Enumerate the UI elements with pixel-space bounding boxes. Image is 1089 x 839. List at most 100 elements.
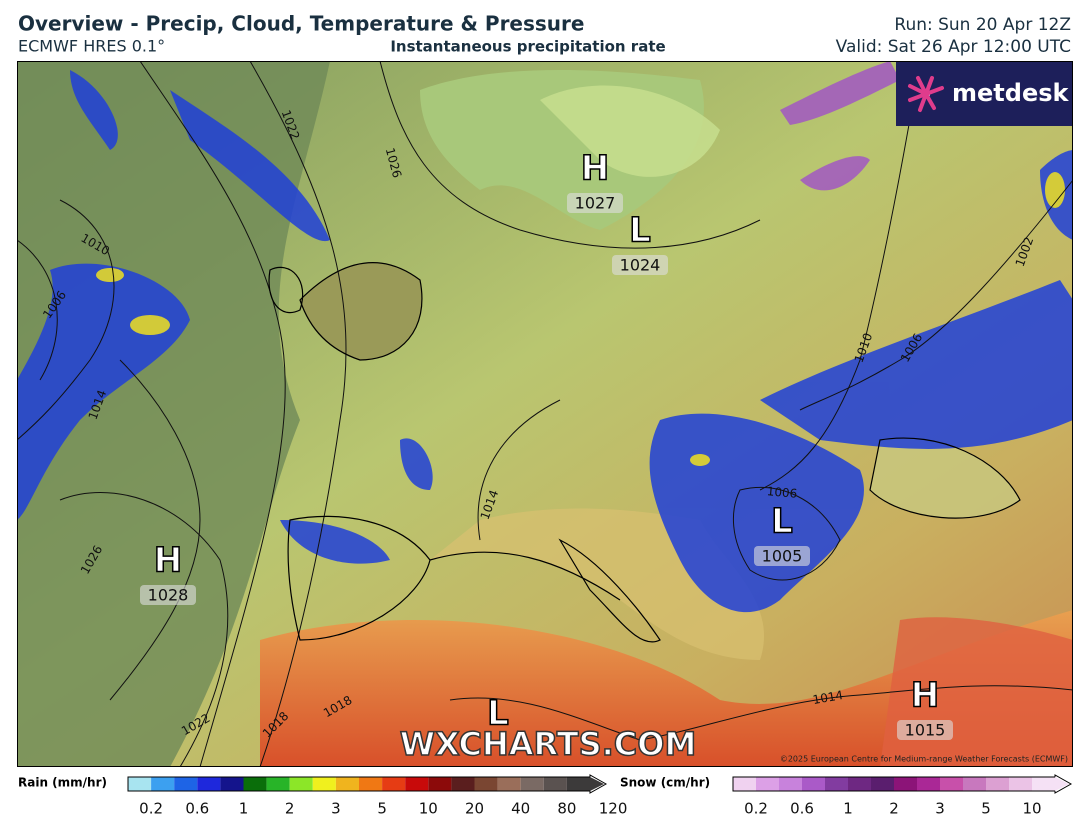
- rain-swatch: [128, 777, 152, 791]
- rain-tick-label: 0.2: [139, 800, 163, 818]
- rain-tick-label: 5: [377, 800, 387, 818]
- rain-swatch: [197, 777, 221, 791]
- snow-legend-label: Snow (cm/hr): [620, 776, 710, 790]
- rain-swatch: [151, 777, 175, 791]
- rain-swatch: [520, 777, 544, 791]
- rain-swatch: [497, 777, 521, 791]
- rain-swatch: [428, 777, 452, 791]
- africa: [260, 610, 1073, 767]
- centre-value-box: [754, 546, 810, 566]
- rain-swatch: [359, 777, 383, 791]
- snow-swatch: [986, 777, 1009, 791]
- snow-swatch: [733, 777, 756, 791]
- rain-swatch: [289, 777, 313, 791]
- snow-tick-label: 2: [889, 800, 899, 818]
- centre-value-box: [567, 193, 623, 213]
- subtitle: Instantaneous precipitation rate: [390, 38, 665, 56]
- title: Overview - Precip, Cloud, Temperature & …: [18, 12, 584, 36]
- black-sea: [870, 438, 1020, 519]
- snow-swatch: [963, 777, 986, 791]
- snow: [780, 61, 900, 191]
- snow-swatch: [871, 777, 894, 791]
- rain-swatch: [474, 777, 498, 791]
- valid-time: Valid: Sat 26 Apr 12:00 UTC: [836, 37, 1071, 57]
- model: ECMWF HRES 0.1°: [18, 37, 165, 56]
- rain-tick-label: 40: [511, 800, 530, 818]
- rain-swatch: [566, 777, 590, 791]
- copyright: ©2025 European Centre for Medium-range W…: [780, 755, 1068, 764]
- rain-tick-label: 1: [239, 800, 249, 818]
- rain-tick-label: 20: [465, 800, 484, 818]
- snow-swatch: [940, 777, 963, 791]
- centre-value-box: [897, 720, 953, 740]
- snow-tick-label: 1: [843, 800, 853, 818]
- rain-legend-label: Rain (mm/hr): [18, 776, 107, 790]
- rain-bar-outline: [127, 774, 608, 794]
- rain-tick-label: 80: [557, 800, 576, 818]
- snow-swatch: [779, 777, 802, 791]
- legends: 0.2 0.6 1 2 3 5 10 20 40 80 120 0.2 0.6 1 2 3 5 10: [127, 774, 1073, 818]
- rain-swatch: [312, 777, 336, 791]
- rain-swatch: [382, 777, 406, 791]
- centre-letter: H: [581, 149, 609, 189]
- logo-icon: [908, 76, 944, 112]
- snow-swatch: [848, 777, 871, 791]
- isobar-label: 1006: [766, 484, 798, 501]
- rain-tip: [590, 777, 604, 791]
- coastlines: [268, 261, 1021, 643]
- snow-bar-outline: [732, 774, 1073, 794]
- centre-letter: H: [154, 541, 182, 581]
- rain-swatch: [220, 777, 244, 791]
- centre-letter: L: [771, 502, 793, 542]
- rain-swatch: [405, 777, 429, 791]
- rain-tick-label: 10: [419, 800, 438, 818]
- snow-swatch: [1032, 777, 1055, 791]
- snow-swatch: [756, 777, 779, 791]
- snow-tick-label: 10: [1022, 800, 1041, 818]
- isobar-label: 1014: [812, 688, 845, 707]
- snow-swatch: [917, 777, 940, 791]
- rain-tick-label: 120: [599, 800, 628, 818]
- watermark: WXCHARTS.COM: [400, 725, 697, 763]
- snow-tick-label: 0.2: [744, 800, 768, 818]
- centre-value-box: [140, 585, 196, 605]
- snow-swatch: [1009, 777, 1032, 791]
- rain-tick-label: 2: [285, 800, 295, 818]
- rain-swatch: [243, 777, 267, 791]
- run: Run: Sun 20 Apr 12Z: [894, 15, 1071, 35]
- snow-tick-label: 5: [981, 800, 991, 818]
- rain-swatch: [451, 777, 475, 791]
- cloud-band: [540, 85, 720, 177]
- centre-value: 1005: [762, 547, 803, 566]
- map-frame: [17, 61, 1073, 767]
- precip-heavy: [96, 172, 1065, 466]
- snow-swatch: [894, 777, 917, 791]
- rain-tick-label: 0.6: [185, 800, 209, 818]
- rain-swatch: [543, 777, 567, 791]
- centre-value: 1015: [905, 721, 946, 740]
- centre-value: 1028: [148, 586, 189, 605]
- logo-text: metdesk: [952, 79, 1070, 107]
- centre-value: 1024: [620, 256, 661, 275]
- centre-value: 1027: [575, 194, 616, 213]
- middle-east: [880, 617, 1073, 767]
- rain-swatch: [174, 777, 198, 791]
- snow-tick-label: 3: [935, 800, 945, 818]
- snow-swatch: [825, 777, 848, 791]
- centre-letter: H: [911, 676, 939, 716]
- isobars: [17, 61, 1073, 767]
- centre-letter: L: [629, 211, 651, 251]
- snow-tip: [1055, 777, 1069, 791]
- centre-value-box: [612, 255, 668, 275]
- centre-letter: L: [487, 694, 509, 734]
- rain-swatch: [266, 777, 290, 791]
- snow-tick-label: 0.6: [790, 800, 814, 818]
- britain: [300, 262, 422, 360]
- rain-swatch: [335, 777, 359, 791]
- snow-swatch: [802, 777, 825, 791]
- atlantic: [17, 61, 330, 767]
- rain-tick-label: 3: [331, 800, 341, 818]
